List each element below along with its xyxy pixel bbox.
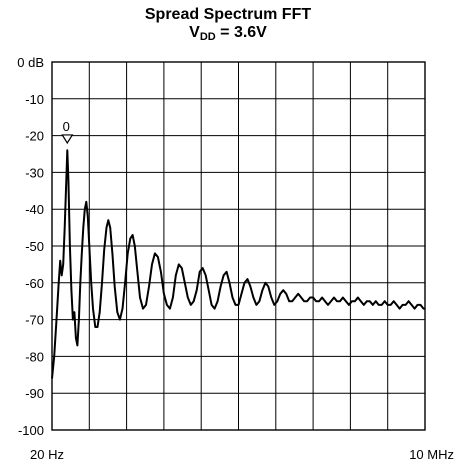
x-tick-label: 10 MHz (409, 447, 454, 462)
y-tick-label: -10 (25, 92, 44, 107)
chart-title-text: Spread Spectrum FFT (144, 6, 312, 23)
y-tick-label: -100 (18, 423, 44, 438)
y-tick-label: -50 (25, 239, 44, 254)
x-axis-ticks: 20 Hz 10 MHz (30, 447, 454, 462)
marker-triangle (61, 134, 74, 145)
plot-grid (52, 62, 425, 430)
y-tick-label: -90 (25, 386, 44, 401)
plot-frame (51, 61, 426, 431)
chart-subtitle: VDD = 3.6V (189, 24, 267, 43)
spectrum-trace (51, 149, 425, 379)
peak-marker: 0 (61, 119, 74, 145)
x-tick-label: 20 Hz (30, 447, 64, 462)
y-tick-label: -30 (25, 165, 44, 180)
y-tick-label: -40 (25, 202, 44, 217)
y-tick-label: 0 dB (17, 55, 44, 70)
y-axis-ticks: 0 dB -10 -20 -30 -40 -50 -60 -70 -80 -90 -100 (17, 55, 44, 438)
y-tick-label: -60 (25, 276, 44, 291)
marker-label: 0 (63, 119, 70, 134)
chart-title: Spread Spectrum FFT VDD = 3.6V (0, 6, 456, 46)
y-tick-label: -70 (25, 313, 44, 328)
y-tick-label: -80 (25, 349, 44, 364)
y-tick-label: -20 (25, 129, 44, 144)
